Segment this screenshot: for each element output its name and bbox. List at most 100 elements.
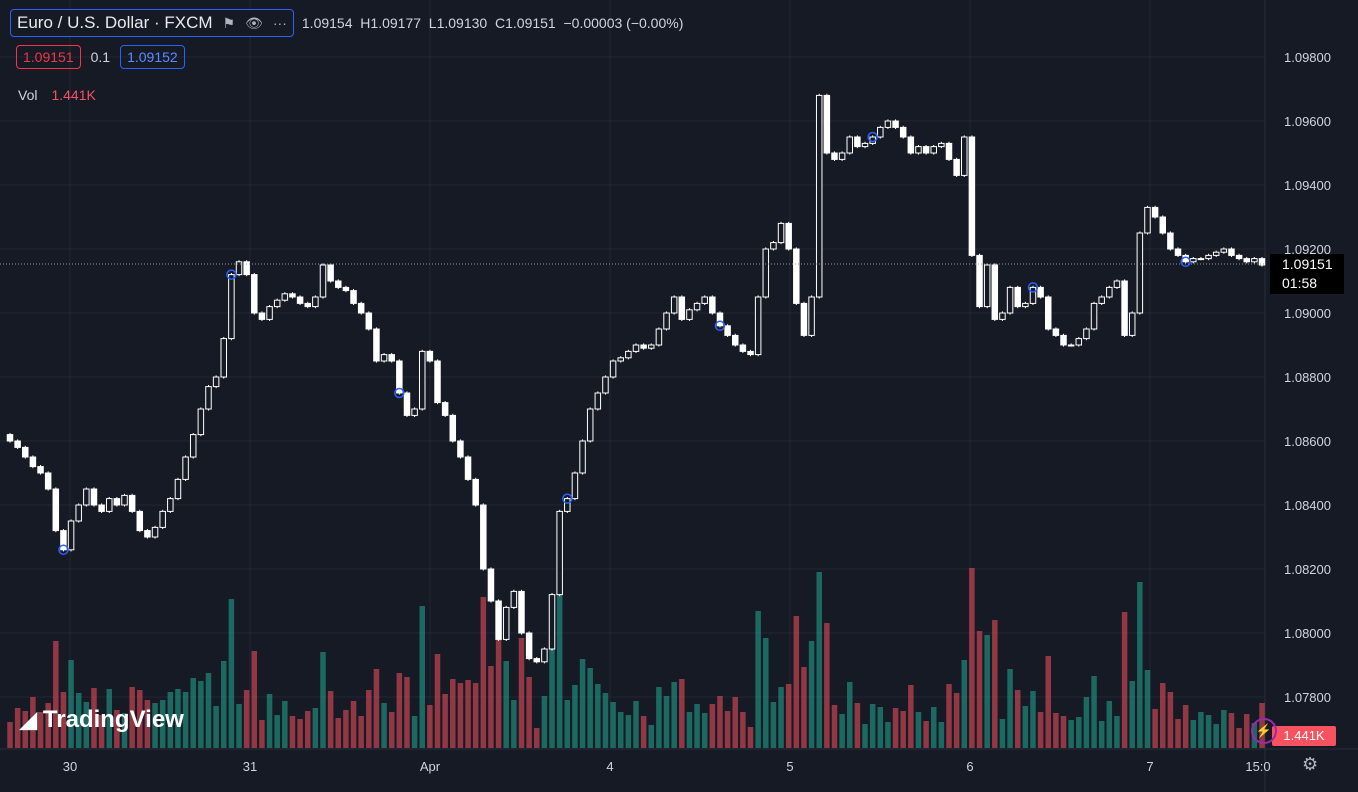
more-icon[interactable]: ···	[272, 15, 287, 31]
candle-down	[716, 312, 724, 327]
event-marker[interactable]	[1180, 256, 1191, 268]
candle-up	[762, 248, 770, 298]
symbol-selector[interactable]: Euro / U.S. Dollar · FXCM ⚑ 👁 ···	[10, 9, 294, 37]
event-marker[interactable]	[1027, 282, 1039, 293]
candle-up	[205, 386, 212, 410]
candle-up	[1090, 302, 1098, 330]
volume-bar	[488, 666, 494, 748]
candle-up	[1144, 206, 1151, 234]
candle-down	[472, 478, 479, 506]
candle-up	[838, 152, 846, 160]
candle-up	[983, 264, 991, 308]
volume-bar	[969, 568, 975, 748]
candle-down	[342, 286, 350, 292]
candle-up	[1113, 280, 1121, 288]
volume-bar	[854, 703, 861, 748]
candle-down	[731, 334, 739, 346]
event-marker[interactable]	[394, 387, 405, 399]
candle-down	[899, 126, 907, 138]
volume-bar	[442, 694, 448, 748]
tradingview-logo[interactable]: ◢ TradingView	[20, 706, 184, 734]
candle-up	[808, 296, 815, 336]
volume-bar	[572, 685, 578, 748]
candle-down	[1235, 254, 1243, 260]
volume-bar	[114, 710, 120, 748]
candle-down	[1044, 296, 1052, 330]
buy-button[interactable]: 1.09152	[120, 45, 185, 69]
volume-bar	[816, 572, 822, 748]
candle-down	[892, 120, 899, 128]
tv-logo-icon: ◢	[20, 707, 37, 732]
symbol-title[interactable]: Euro / U.S. Dollar · FXCM	[17, 13, 213, 32]
candle-down	[907, 136, 915, 154]
candle-down	[304, 302, 311, 308]
candle-down	[434, 360, 441, 404]
event-marker[interactable]	[562, 493, 573, 504]
volume-bar	[976, 631, 983, 748]
volume-bars	[7, 565, 1265, 748]
volume-bar	[1198, 712, 1204, 748]
volume-bar	[831, 705, 838, 748]
candle-up	[151, 526, 159, 538]
candle-up	[1006, 286, 1014, 314]
gear-icon[interactable]: ⚙	[1302, 754, 1319, 774]
volume-bar	[701, 713, 708, 748]
volume-bar	[709, 704, 716, 748]
candle-up	[1083, 328, 1090, 340]
y-tick-label: 1.08600	[1284, 434, 1331, 449]
volume-bar	[327, 691, 334, 748]
candle-up	[938, 142, 945, 148]
volume-bar	[1236, 728, 1242, 748]
volume-bar	[68, 660, 74, 748]
volume-bar	[671, 682, 677, 748]
x-tick-label: 4	[606, 759, 613, 774]
x-tick-label: 5	[786, 759, 793, 774]
x-tick-label: 7	[1146, 759, 1153, 774]
candle-down	[464, 456, 472, 480]
event-markers	[58, 131, 1191, 556]
candle-up	[212, 376, 220, 388]
candle-up	[564, 498, 571, 512]
volume-bar	[1129, 681, 1135, 748]
volume-bar	[541, 696, 548, 748]
eye-icon[interactable]: 👁	[245, 14, 263, 31]
candle-up	[777, 222, 785, 244]
candle-down	[709, 296, 716, 314]
ohlc-low: 1.09130	[436, 15, 488, 31]
candle-down	[991, 264, 999, 320]
event-marker[interactable]	[714, 320, 726, 332]
candle-up	[701, 296, 708, 304]
candle-down	[403, 392, 411, 416]
ohlc-open: 1.09154	[301, 15, 353, 31]
candle-up	[1029, 286, 1037, 304]
candle-up	[502, 606, 510, 640]
volume-value: 1.441K	[51, 87, 96, 103]
volume-bar	[266, 694, 273, 748]
volume-bar	[930, 707, 937, 748]
volume-bar	[755, 611, 761, 748]
candle-up	[602, 376, 609, 394]
y-tick-label: 1.08400	[1284, 498, 1331, 513]
volume-bar	[801, 667, 807, 748]
time-axis[interactable]: 30 31 Apr 4 5 6 7 15:0	[63, 759, 1271, 774]
lightning-icon[interactable]: ⚡	[1251, 718, 1277, 744]
event-marker[interactable]	[226, 269, 237, 280]
candle-up	[105, 498, 113, 512]
event-marker[interactable]	[58, 544, 69, 556]
candle-down	[1159, 216, 1167, 234]
price-axis[interactable]: 1.09800 1.09600 1.09400 1.09200 1.09000 1.088…	[1284, 50, 1331, 705]
event-marker[interactable]	[867, 131, 878, 143]
candle-down	[533, 658, 541, 663]
volume-bar	[617, 712, 624, 748]
sell-button[interactable]: 1.09151	[16, 45, 81, 69]
candle-up	[686, 309, 693, 320]
volume-bar	[511, 700, 517, 748]
candle-down	[335, 280, 342, 288]
chart-legend: Euro / U.S. Dollar · FXCM ⚑ 👁 ··· 1.0915…	[10, 9, 683, 37]
flag-icon[interactable]: ⚑	[222, 14, 236, 31]
candle-down	[60, 530, 67, 551]
volume-bar	[251, 651, 258, 748]
volume-bar	[526, 677, 532, 748]
candle-down	[14, 440, 21, 448]
